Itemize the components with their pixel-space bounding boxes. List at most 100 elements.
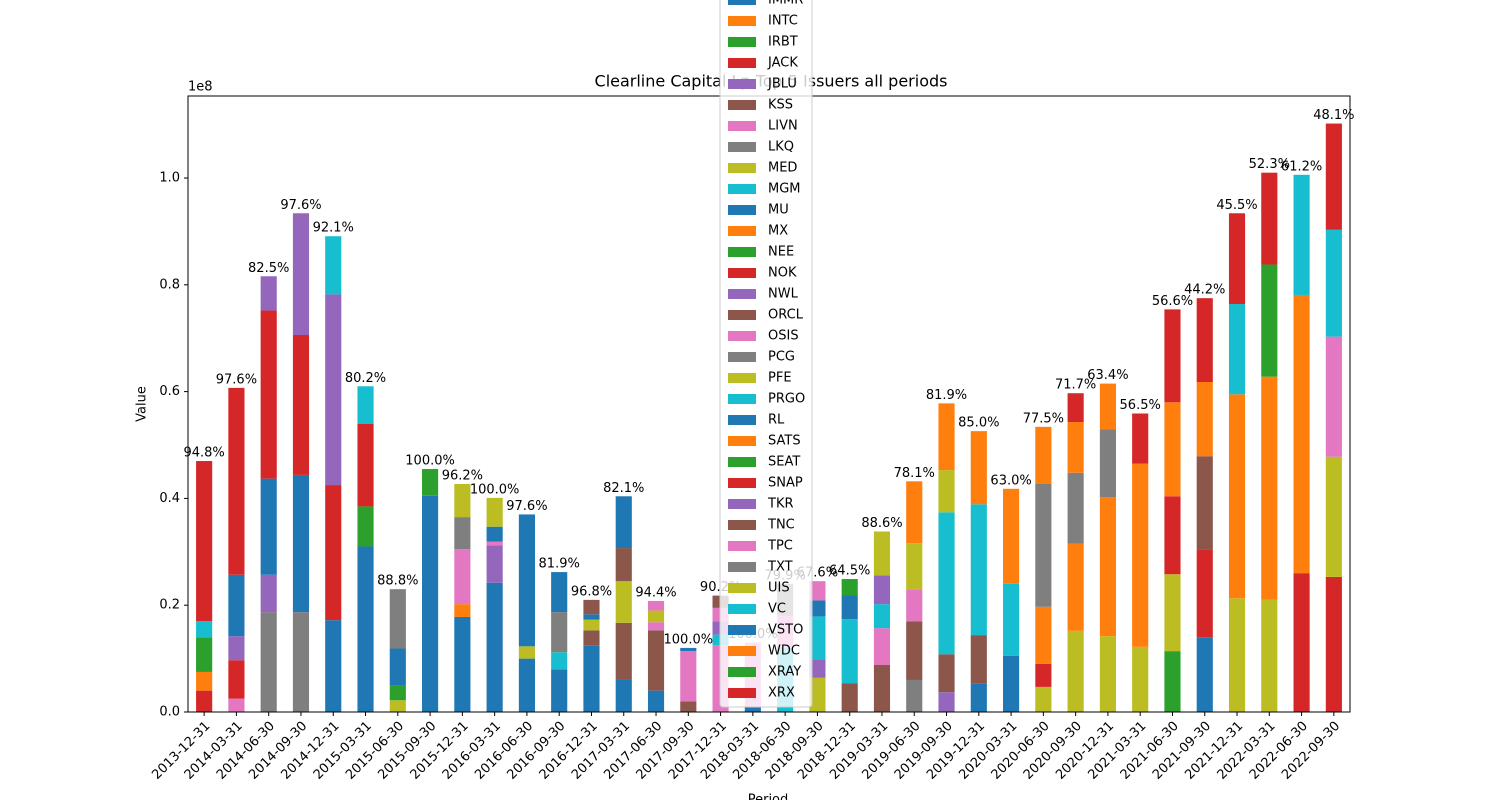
legend-label: SEAT: [768, 455, 800, 470]
bar-segment: [551, 612, 568, 653]
bar-segment: [454, 549, 471, 605]
stack-label: 94.8%: [183, 446, 224, 461]
stack-label: 96.2%: [442, 468, 483, 483]
legend-label: XRAY: [768, 665, 801, 680]
bar-segment: [196, 461, 213, 622]
x-axis-label: Period: [748, 793, 789, 800]
bar-segment: [1003, 583, 1020, 656]
legend-label: XRX: [768, 686, 795, 701]
bar-segment: [1196, 637, 1213, 712]
stack-label: 52.3%: [1249, 157, 1290, 172]
bar-segment: [1003, 655, 1020, 712]
legend-swatch: [728, 688, 756, 698]
legend-swatch: [728, 520, 756, 530]
legend-label: LKQ: [768, 140, 794, 155]
legend-swatch: [728, 583, 756, 593]
bar-segment: [325, 236, 342, 295]
bar-segment: [938, 403, 955, 471]
legend-swatch: [728, 436, 756, 446]
legend-swatch: [728, 37, 756, 47]
bar-segment: [647, 600, 665, 611]
bar-segment: [454, 616, 471, 712]
legend-swatch: [728, 331, 756, 341]
bar-segment: [454, 604, 471, 617]
legend: IMMR INTC IRBT JACK JBLU KSS LIVN LKQ MED MGM MU MX…: [719, 0, 813, 708]
stack-label: 100.0%: [470, 482, 520, 497]
y-offset-label: 1e8: [188, 80, 213, 95]
bar-segment: [647, 622, 665, 631]
stack-label: 48.1%: [1313, 108, 1354, 123]
bar-segment: [841, 619, 858, 684]
bar-segment: [615, 581, 632, 623]
bar-segment: [357, 386, 374, 424]
stack-label: 92.1%: [313, 221, 354, 236]
bar-segment: [1228, 598, 1246, 712]
legend-swatch: [728, 16, 756, 26]
bar-segment: [680, 651, 697, 702]
bar-segment: [260, 612, 277, 712]
stack-label: 56.6%: [1152, 294, 1193, 309]
bar-segment: [1035, 663, 1052, 687]
bar-segment: [1325, 229, 1342, 337]
legend-label: VC: [768, 602, 786, 617]
legend-label: WDC: [768, 644, 800, 659]
legend-label: MX: [768, 224, 788, 239]
legend-label: MED: [768, 161, 797, 176]
bar-segment: [1099, 429, 1116, 498]
legend-swatch: [728, 0, 756, 5]
bar-segment: [1067, 472, 1084, 544]
bar-segment: [1164, 402, 1181, 497]
bar-segment: [260, 478, 277, 575]
legend-swatch: [728, 373, 756, 383]
bar-segment: [1261, 172, 1278, 265]
bar-segment: [196, 637, 213, 672]
bar-segment: [196, 690, 213, 712]
legend-swatch: [728, 184, 756, 194]
bar-segment: [1164, 574, 1181, 652]
bar-segment: [1228, 304, 1246, 395]
legend-swatch: [728, 562, 756, 572]
bar-segment: [422, 495, 439, 712]
bar-segment: [873, 575, 891, 605]
bar-segment: [647, 630, 665, 691]
legend-label: OSIS: [768, 329, 799, 344]
bar-segment: [1132, 413, 1149, 464]
stack-label: 88.8%: [377, 574, 418, 589]
stack-label: 97.6%: [506, 499, 547, 514]
bar-segment: [1261, 376, 1278, 600]
stack-label: 94.4%: [635, 585, 676, 600]
stack-label: 88.6%: [861, 516, 902, 531]
stack-label: 97.6%: [280, 198, 321, 213]
legend-label: MGM: [768, 182, 801, 197]
bar-segment: [228, 574, 245, 637]
stack-label: 97.6%: [216, 372, 257, 387]
legend-swatch: [728, 289, 756, 299]
bar-segment: [260, 574, 277, 613]
legend-label: NEE: [768, 245, 794, 260]
legend-swatch: [728, 646, 756, 656]
stack-label: 82.5%: [248, 261, 289, 276]
stack-label: 71.7%: [1055, 378, 1096, 393]
bar-segment: [486, 526, 503, 542]
bar-segment: [970, 431, 987, 505]
stack-label: 85.0%: [958, 416, 999, 431]
bar-segment: [809, 600, 826, 617]
bar-segment: [454, 517, 471, 550]
bar-segment: [1067, 630, 1084, 712]
bar-segment: [486, 497, 503, 527]
stack-label: 78.1%: [894, 466, 935, 481]
bar-segment: [292, 335, 310, 475]
legend-swatch: [728, 541, 756, 551]
stack-label: 63.4%: [1087, 368, 1128, 383]
bar-segment: [292, 612, 310, 712]
bar-segment: [647, 690, 665, 712]
legend-label: PCG: [768, 350, 795, 365]
legend-swatch: [728, 625, 756, 635]
bar-segment: [196, 621, 213, 638]
bar-segment: [647, 610, 665, 623]
legend-label: VSTO: [768, 623, 803, 638]
bar-segment: [228, 636, 245, 661]
stack-label: 80.2%: [345, 371, 386, 386]
bar-segment: [938, 512, 955, 655]
bar-segment: [357, 546, 374, 712]
